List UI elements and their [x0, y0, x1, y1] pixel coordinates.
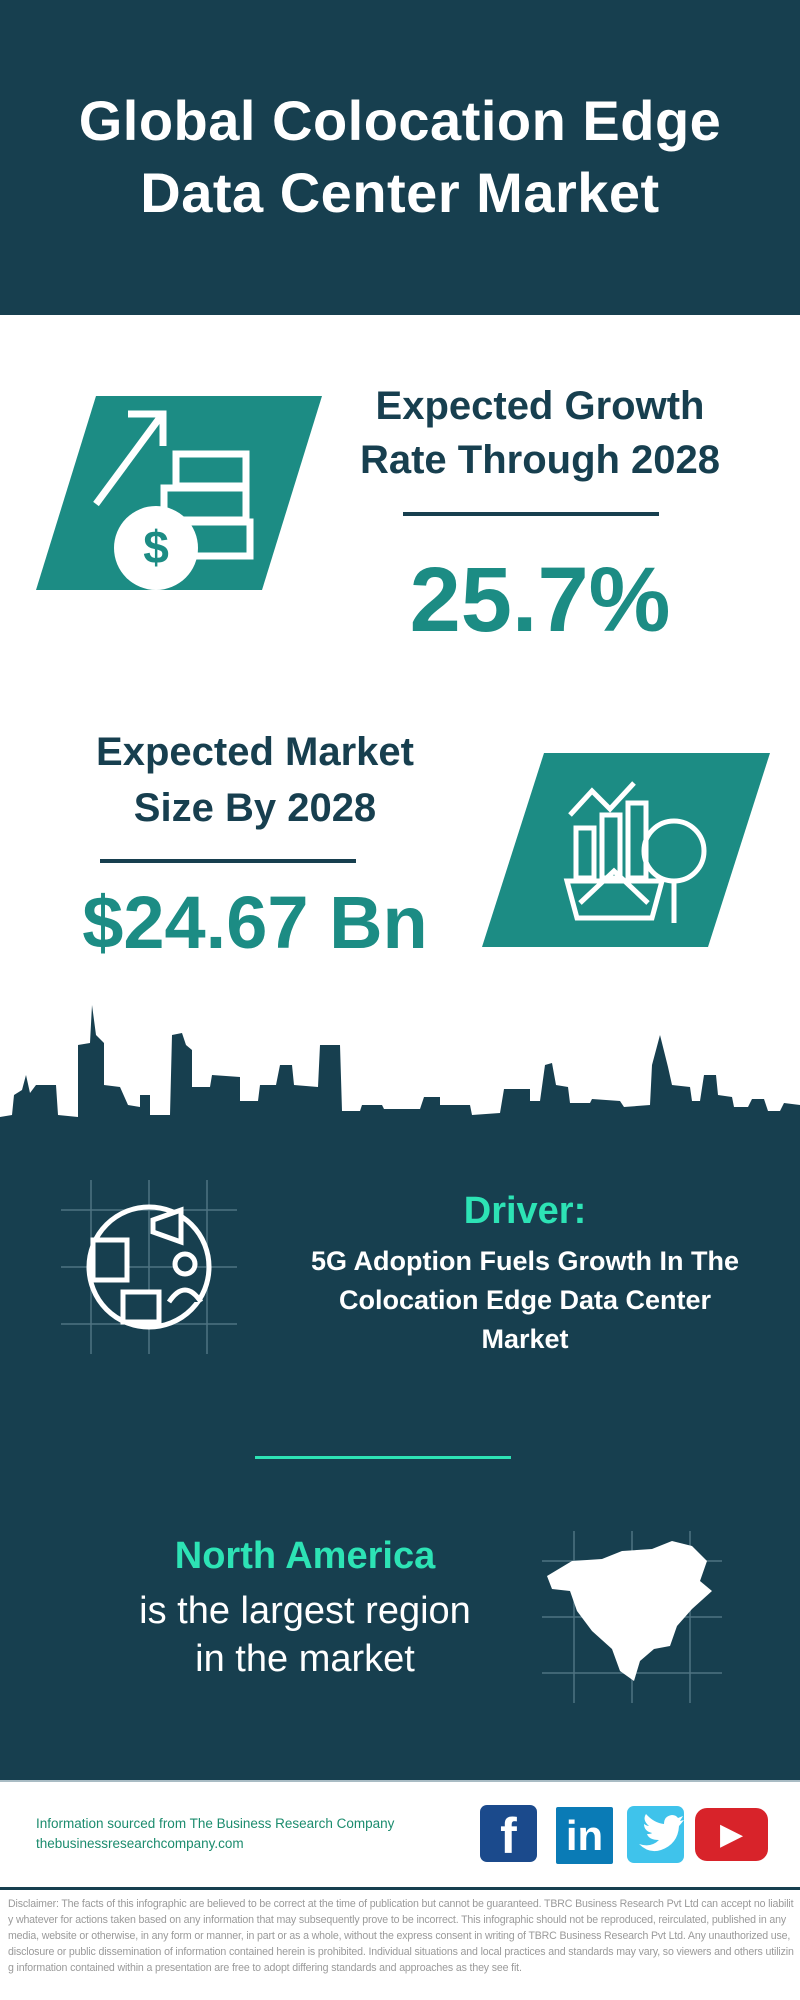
- money-growth-icon: $: [36, 396, 322, 590]
- marketing-strategy-icon: [61, 1180, 237, 1354]
- divider: [255, 1456, 511, 1459]
- linkedin-icon[interactable]: in: [556, 1807, 613, 1864]
- divider: [0, 1780, 800, 1782]
- twitter-icon[interactable]: [627, 1806, 684, 1863]
- region-name: North America: [174, 1535, 436, 1577]
- growth-label-line1: Expected Growth: [375, 384, 705, 428]
- disclaimer-text: Disclaimer: The facts of this infographi…: [8, 1898, 794, 1974]
- dark-section: [0, 1120, 800, 1780]
- growth-value: 25.7%: [409, 549, 671, 651]
- svg-text:$: $: [143, 521, 169, 573]
- divider: [0, 1887, 800, 1890]
- market-label-line2: Size By 2028: [133, 786, 377, 830]
- north-america-map-icon: [542, 1531, 722, 1703]
- market-value: $24.67 Bn: [82, 881, 428, 964]
- growth-label-line2: Rate Through 2028: [359, 438, 721, 482]
- region-text-line2: in the market: [195, 1638, 415, 1680]
- header-banner: [0, 0, 800, 315]
- market-analysis-icon: [482, 753, 770, 947]
- divider: [100, 859, 356, 863]
- page-title-line1: Global Colocation Edge: [78, 89, 722, 152]
- driver-heading: Driver:: [463, 1190, 587, 1232]
- website-link[interactable]: thebusinessresearchcompany.com: [36, 1836, 244, 1851]
- market-label-line1: Expected Market: [96, 730, 414, 774]
- driver-text-line2: Colocation Edge Data Center: [338, 1285, 712, 1315]
- facebook-icon[interactable]: f: [480, 1805, 537, 1864]
- youtube-icon[interactable]: ▶: [695, 1808, 768, 1861]
- twitter-bird-icon: [639, 1814, 684, 1852]
- divider: [403, 512, 659, 516]
- page-title-line2: Data Center Market: [140, 161, 660, 224]
- region-text-line1: is the largest region: [139, 1590, 471, 1632]
- source-text: Information sourced from The Business Re…: [36, 1816, 395, 1831]
- city-skyline: [0, 1005, 800, 1125]
- driver-text-line3: Market: [481, 1324, 569, 1354]
- driver-text-line1: 5G Adoption Fuels Growth In The: [311, 1246, 739, 1276]
